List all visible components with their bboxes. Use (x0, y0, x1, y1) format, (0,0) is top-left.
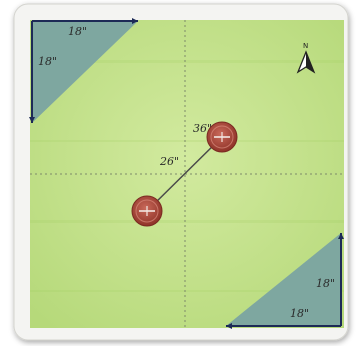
connector-length-label: 26" (159, 155, 179, 168)
marker-upper-right (206, 121, 238, 153)
top-left-top-arrowhead (132, 18, 138, 24)
top-left-left-arrowhead (29, 117, 35, 123)
north-arrow-icon (296, 50, 316, 74)
top-left-top-side-label: 18" (68, 25, 87, 38)
north-label: N (303, 42, 308, 50)
bottom-right-right-arrowhead (338, 233, 344, 239)
bottom-right-corner-triangle (226, 233, 341, 326)
connector-end-label: 36" (193, 122, 212, 135)
bottom-right-bottom-arrowhead (226, 323, 232, 329)
field-texture (30, 60, 344, 292)
top-left-corner-triangle (32, 21, 138, 123)
top-left-left-side-label: 18" (38, 55, 57, 68)
bottom-right-bottom-side-label: 18" (290, 307, 309, 320)
connector-line (146, 136, 223, 212)
marker-lower-left (131, 195, 163, 227)
bottom-right-right-side-label: 18" (316, 277, 335, 290)
